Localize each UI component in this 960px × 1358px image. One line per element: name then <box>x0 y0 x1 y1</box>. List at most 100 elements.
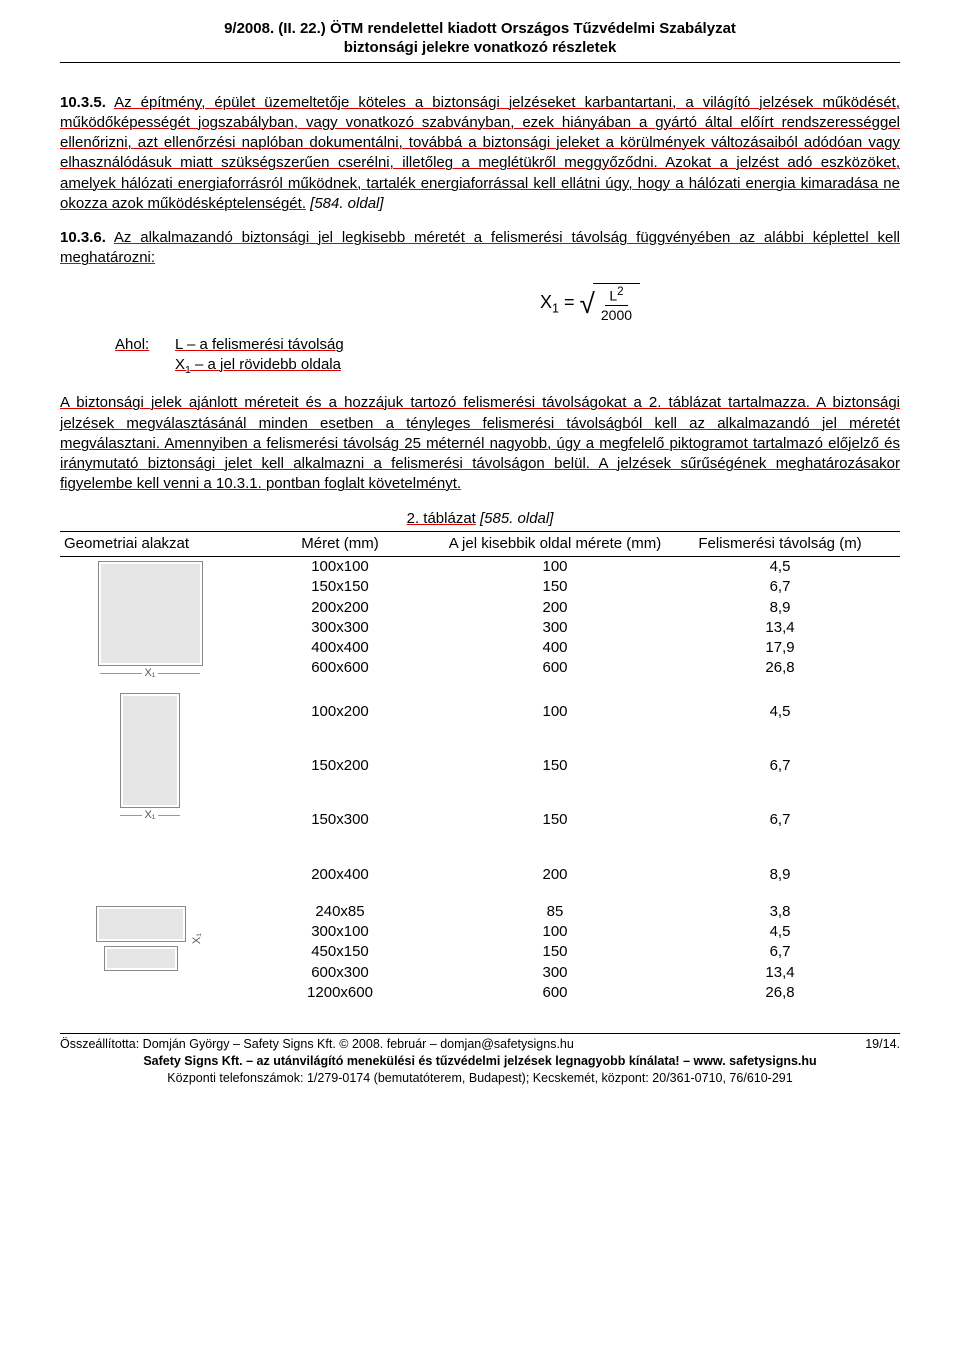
table-row: 300x1001004,5 <box>240 922 900 942</box>
shape-cell-rect: X₁ <box>60 685 240 902</box>
para-text: Az építmény, épület üzemeltetője köteles… <box>60 94 900 212</box>
shape-cell-square: X₁ <box>60 557 240 685</box>
cell-size: 450x150 <box>240 942 440 962</box>
cell-small: 300 <box>440 963 670 983</box>
cell-dist: 8,9 <box>670 865 890 885</box>
paragraph-after-formula: A biztonsági jelek ajánlott méreteit és … <box>60 393 900 494</box>
rectangle-icon <box>120 693 180 808</box>
cell-dist: 4,5 <box>670 702 890 722</box>
table-group-rect: X₁ 100x2001004,5150x2001506,7150x3001506… <box>60 685 900 902</box>
cell-small: 300 <box>440 618 670 638</box>
cell-small: 200 <box>440 598 670 618</box>
cell-dist: 4,5 <box>670 557 890 577</box>
defs-row-1: L – a felismerési távolság <box>175 335 344 355</box>
cell-size: 100x200 <box>240 702 440 722</box>
cell-dist: 13,4 <box>670 618 890 638</box>
cell-dist: 6,7 <box>670 756 890 776</box>
para-num: 10.3.5. <box>60 94 106 111</box>
formula-block: X1 = √ L2 2000 Ahol: L – a felismerési t… <box>60 283 900 378</box>
table-row: 600x30030013,4 <box>240 963 900 983</box>
cell-small: 150 <box>440 810 670 830</box>
formula: X1 = √ L2 2000 <box>280 283 900 325</box>
cell-dist: 6,7 <box>670 942 890 962</box>
shape-cell-bars: X₁ <box>60 902 240 1003</box>
paragraph-10-3-6: 10.3.6. Az alkalmazandó biztonsági jel l… <box>60 228 900 269</box>
col-size: Méret (mm) <box>240 532 440 556</box>
formula-fraction: L2 2000 <box>593 283 640 325</box>
defs-label: Ahol: <box>115 335 175 355</box>
cell-dist: 8,9 <box>670 598 890 618</box>
table-caption: 2. táblázat [585. oldal] <box>60 509 900 529</box>
formula-var: X <box>540 292 552 312</box>
caption-ref: [585. oldal] <box>476 510 554 527</box>
cell-size: 100x100 <box>240 557 440 577</box>
cell-small: 600 <box>440 983 670 1003</box>
table-row: 1200x60060026,8 <box>240 983 900 1003</box>
col-dist: Felismerési távolság (m) <box>670 532 890 556</box>
col-small: A jel kisebbik oldal mérete (mm) <box>440 532 670 556</box>
cell-dist: 17,9 <box>670 638 890 658</box>
cell-small: 600 <box>440 658 670 678</box>
footer-left: Összeállította: Domján György – Safety S… <box>60 1036 574 1053</box>
cell-size: 300x300 <box>240 618 440 638</box>
cell-small: 150 <box>440 577 670 597</box>
cell-size: 400x400 <box>240 638 440 658</box>
cell-size: 150x300 <box>240 810 440 830</box>
table-header-row: Geometriai alakzat Méret (mm) A jel kise… <box>60 531 900 557</box>
cell-small: 85 <box>440 902 670 922</box>
cell-size: 240x85 <box>240 902 440 922</box>
header-line-1: 9/2008. (II. 22.) ÖTM rendelettel kiadot… <box>60 20 900 39</box>
table-row: 100x2001004,5 <box>240 685 900 739</box>
cell-small: 100 <box>440 557 670 577</box>
page-header: 9/2008. (II. 22.) ÖTM rendelettel kiadot… <box>60 20 900 63</box>
formula-sub: 1 <box>552 301 559 315</box>
cell-small: 150 <box>440 942 670 962</box>
caption-label: 2. táblázat <box>407 510 476 527</box>
dim-vertical: X₁ <box>190 933 205 944</box>
cell-small: 200 <box>440 865 670 885</box>
square-icon <box>98 561 203 666</box>
paragraph-10-3-5: 10.3.5. Az építmény, épület üzemeltetője… <box>60 93 900 215</box>
cell-size: 200x400 <box>240 865 440 885</box>
bar-icon <box>104 946 178 971</box>
table-group-square: X₁ 100x1001004,5150x1501506,7200x2002008… <box>60 557 900 685</box>
cell-dist: 4,5 <box>670 922 890 942</box>
para-text: Az alkalmazandó biztonsági jel legkisebb… <box>60 229 900 266</box>
formula-eq: = <box>564 292 575 312</box>
cell-size: 600x600 <box>240 658 440 678</box>
table-row: 100x1001004,5 <box>240 557 900 577</box>
footer-bold: Safety Signs Kft. – az utánvilágító mene… <box>60 1053 900 1070</box>
table-row: 150x3001506,7 <box>240 793 900 847</box>
cell-dist: 6,7 <box>670 810 890 830</box>
table-row: 200x2002008,9 <box>240 598 900 618</box>
footer-right: 19/14. <box>865 1036 900 1053</box>
formula-definitions: Ahol: L – a felismerési távolság X1 – a … <box>115 335 900 377</box>
table-row: 450x1501506,7 <box>240 942 900 962</box>
cell-size: 150x150 <box>240 577 440 597</box>
para-ref: [584. oldal] <box>310 195 383 212</box>
cell-small: 400 <box>440 638 670 658</box>
defs-row-2: X1 – a jel rövidebb oldala <box>175 355 341 377</box>
cell-size: 600x300 <box>240 963 440 983</box>
cell-size: 150x200 <box>240 756 440 776</box>
cell-small: 150 <box>440 756 670 776</box>
table-row: 200x4002008,9 <box>240 848 900 902</box>
footer-phone: Központi telefonszámok: 1/279-0174 (bemu… <box>60 1070 900 1087</box>
para-num: 10.3.6. <box>60 229 106 246</box>
cell-size: 1200x600 <box>240 983 440 1003</box>
table-row: 150x1501506,7 <box>240 577 900 597</box>
cell-dist: 26,8 <box>670 658 890 678</box>
cell-size: 300x100 <box>240 922 440 942</box>
table-row: 150x2001506,7 <box>240 739 900 793</box>
table-row: 300x30030013,4 <box>240 618 900 638</box>
cell-dist: 13,4 <box>670 963 890 983</box>
table-group-bars: X₁ 240x85853,8300x1001004,5450x1501506,7… <box>60 902 900 1003</box>
cell-dist: 6,7 <box>670 577 890 597</box>
table-row: 400x40040017,9 <box>240 638 900 658</box>
table-row: 600x60060026,8 <box>240 658 900 678</box>
cell-dist: 3,8 <box>670 902 890 922</box>
bar-icon <box>96 906 186 942</box>
col-shape: Geometriai alakzat <box>60 532 240 556</box>
page-footer: Összeállította: Domján György – Safety S… <box>60 1033 900 1087</box>
table-row: 240x85853,8 <box>240 902 900 922</box>
